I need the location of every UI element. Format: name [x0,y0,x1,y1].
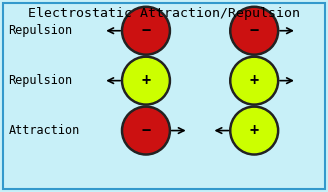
Circle shape [230,6,279,55]
Circle shape [124,59,168,103]
Circle shape [121,6,171,55]
Circle shape [232,9,276,53]
Circle shape [230,106,279,155]
Text: −: − [141,123,151,138]
Circle shape [124,9,168,53]
Text: +: + [141,73,151,88]
Text: Attraction: Attraction [9,124,80,137]
Text: Repulsion: Repulsion [9,74,73,87]
Text: +: + [250,73,259,88]
Text: +: + [250,123,259,138]
Text: −: − [250,23,259,38]
Circle shape [124,108,168,153]
Text: −: − [141,23,151,38]
Text: Repulsion: Repulsion [9,24,73,37]
Circle shape [232,108,276,153]
Circle shape [121,106,171,155]
Circle shape [230,56,279,105]
Circle shape [232,59,276,103]
Text: Electrostatic Attraction/Repulsion: Electrostatic Attraction/Repulsion [28,7,300,20]
Circle shape [121,56,171,105]
